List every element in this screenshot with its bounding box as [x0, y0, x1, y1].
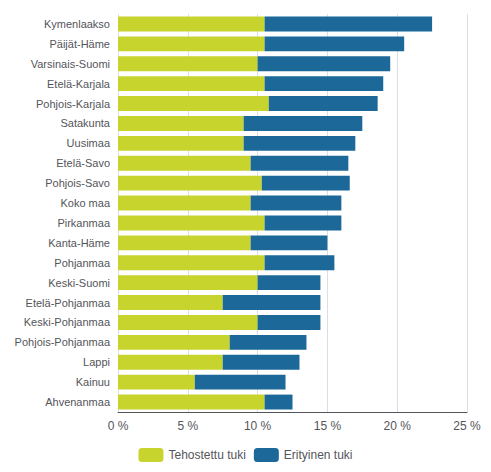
svg-text:Kainuu: Kainuu	[76, 376, 110, 388]
svg-text:Tehostettu tuki: Tehostettu tuki	[168, 448, 245, 462]
svg-text:Etelä-Karjala: Etelä-Karjala	[47, 78, 111, 90]
svg-text:Kymenlaakso: Kymenlaakso	[44, 18, 110, 30]
svg-text:Uusimaa: Uusimaa	[67, 137, 111, 149]
svg-text:10 %: 10 %	[244, 419, 272, 433]
svg-text:Keski-Pohjanmaa: Keski-Pohjanmaa	[24, 316, 111, 328]
svg-text:15 %: 15 %	[314, 419, 342, 433]
svg-text:Lappi: Lappi	[83, 356, 110, 368]
svg-text:Pohjanmaa: Pohjanmaa	[54, 257, 111, 269]
svg-text:Pohjois-Karjala: Pohjois-Karjala	[36, 98, 111, 110]
svg-text:Erityinen tuki: Erityinen tuki	[284, 448, 353, 462]
svg-text:Kanta-Häme: Kanta-Häme	[48, 237, 110, 249]
svg-text:Pohjois-Savo: Pohjois-Savo	[45, 177, 110, 189]
svg-text:25 %: 25 %	[453, 419, 481, 433]
svg-text:Ahvenanmaa: Ahvenanmaa	[45, 396, 111, 408]
svg-text:20 %: 20 %	[384, 419, 412, 433]
svg-text:Keski-Suomi: Keski-Suomi	[48, 277, 110, 289]
svg-text:5 %: 5 %	[177, 419, 198, 433]
svg-text:Varsinais-Suomi: Varsinais-Suomi	[31, 58, 110, 70]
svg-text:Päijät-Häme: Päijät-Häme	[49, 38, 110, 50]
svg-text:Etelä-Pohjanmaa: Etelä-Pohjanmaa	[26, 297, 111, 309]
svg-text:Koko maa: Koko maa	[60, 197, 110, 209]
svg-text:0 %: 0 %	[108, 419, 129, 433]
svg-text:Etelä-Savo: Etelä-Savo	[56, 157, 110, 169]
svg-text:Pohjois-Pohjanmaa: Pohjois-Pohjanmaa	[15, 336, 111, 348]
svg-text:Satakunta: Satakunta	[60, 117, 110, 129]
svg-text:Pirkanmaa: Pirkanmaa	[57, 217, 110, 229]
